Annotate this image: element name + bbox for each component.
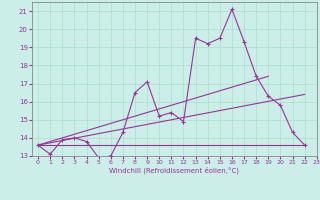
X-axis label: Windchill (Refroidissement éolien,°C): Windchill (Refroidissement éolien,°C) <box>109 167 239 174</box>
